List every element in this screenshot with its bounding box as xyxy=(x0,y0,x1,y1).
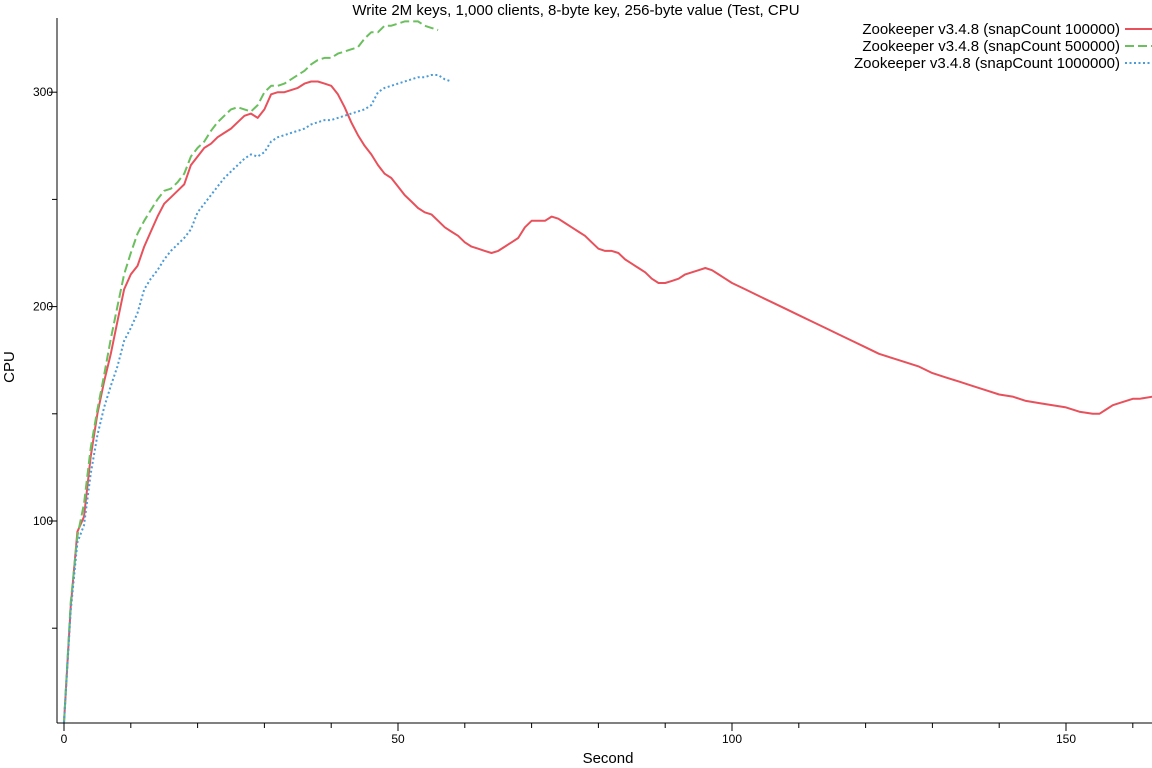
axes: 0 50 100 150 100 200 300 xyxy=(33,18,1152,746)
legend-label: Zookeeper v3.4.8 (snapCount 500000) xyxy=(862,38,1120,55)
x-tick-label: 50 xyxy=(391,732,405,746)
x-tick-label: 0 xyxy=(61,732,68,746)
chart-title: Write 2M keys, 1,000 clients, 8-byte key… xyxy=(352,2,799,19)
series-line-1 xyxy=(63,80,1152,723)
series-line-3 xyxy=(63,74,452,723)
x-tick-label: 100 xyxy=(722,732,742,746)
legend-label: Zookeeper v3.4.8 (snapCount 1000000) xyxy=(854,55,1120,72)
x-axis-label: Second xyxy=(583,750,634,767)
x-tick-label: 150 xyxy=(1056,732,1076,746)
series-line-2 xyxy=(63,20,439,723)
y-tick-label: 300 xyxy=(33,85,53,99)
legend-label: Zookeeper v3.4.8 (snapCount 100000) xyxy=(862,21,1120,38)
y-tick-label: 100 xyxy=(33,514,53,528)
y-tick-label: 200 xyxy=(33,300,53,314)
y-axis-label: CPU xyxy=(1,351,18,383)
legend: Zookeeper v3.4.8 (snapCount 100000)Zooke… xyxy=(854,21,1152,72)
series-layer xyxy=(63,20,1152,723)
